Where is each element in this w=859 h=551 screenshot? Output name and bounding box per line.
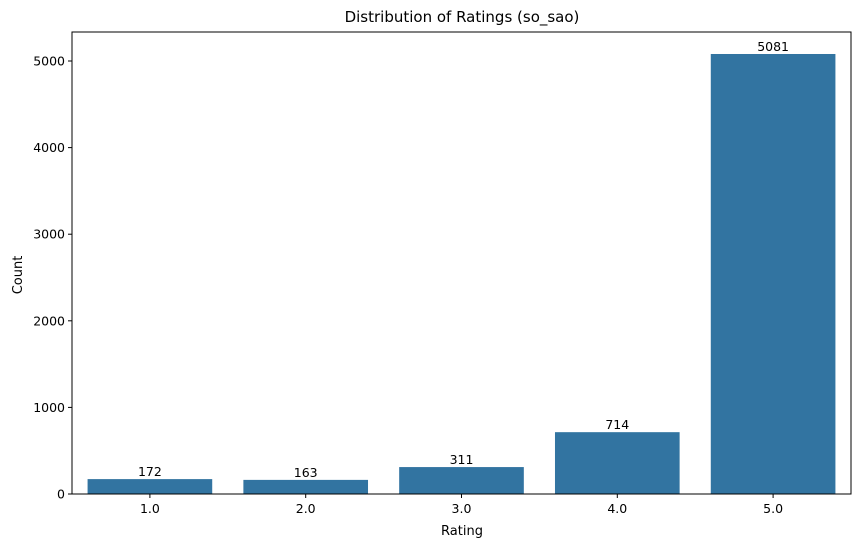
bars-group (87, 53, 836, 494)
bar-1.0 (87, 479, 213, 494)
bar-2.0 (243, 479, 369, 494)
bar-3.0 (399, 467, 524, 494)
x-tick-label: 1.0 (140, 501, 160, 516)
data-label-4.0: 714 (605, 417, 629, 432)
x-axis: 1.0 2.0 3.0 4.0 5.0 (140, 494, 783, 516)
data-labels-group: 172 163 311 714 5081 (138, 39, 789, 480)
data-label-1.0: 172 (138, 464, 162, 479)
y-axis: 0 1000 2000 3000 4000 5000 (33, 54, 72, 502)
x-tick-label: 4.0 (607, 501, 627, 516)
bar-4.0 (554, 432, 680, 494)
chart-title: Distribution of Ratings (so_sao) (345, 8, 580, 27)
y-tick-label: 5000 (33, 54, 65, 69)
data-label-3.0: 311 (450, 452, 474, 467)
y-axis-label: Count (11, 256, 26, 295)
y-tick-label: 4000 (33, 140, 65, 155)
y-tick-label: 3000 (33, 227, 65, 242)
y-tick-label: 0 (57, 487, 65, 502)
y-tick-label: 1000 (33, 400, 65, 415)
x-tick-label: 5.0 (763, 501, 783, 516)
x-tick-label: 2.0 (296, 501, 316, 516)
y-tick-label: 2000 (33, 313, 65, 328)
bar-5.0 (710, 53, 836, 494)
data-label-2.0: 163 (294, 465, 318, 480)
plot-border (71, 31, 852, 495)
data-label-5.0: 5081 (757, 39, 789, 54)
plot-frame (71, 31, 852, 495)
x-tick-label: 3.0 (452, 501, 472, 516)
x-axis-label: Rating (441, 524, 483, 539)
